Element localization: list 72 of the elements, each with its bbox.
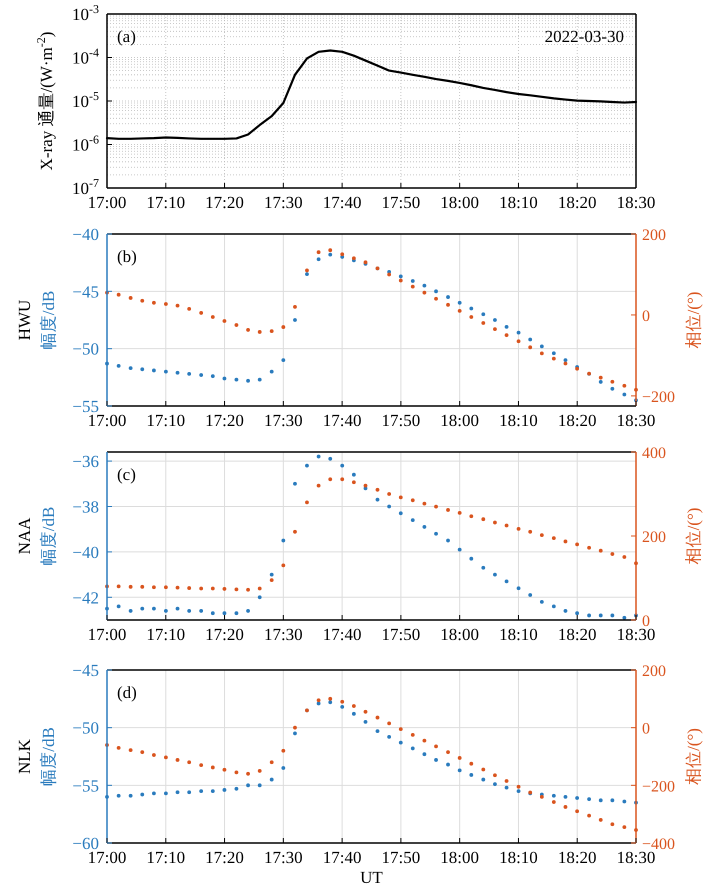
annotation: (c) (117, 465, 136, 484)
x-tick-label: 17:40 (322, 848, 362, 867)
x-tick-label: 17:50 (382, 411, 420, 430)
annotation: (b) (117, 247, 137, 266)
x-tick-label: 18:10 (499, 193, 538, 212)
x-tick-label: 17:20 (205, 848, 244, 867)
y-tick-label: −50 (72, 340, 99, 359)
y-tick-label: −55 (72, 776, 99, 796)
x-tick-label: 17:30 (264, 411, 303, 430)
y2-axis-title: 相位/(°) (684, 728, 703, 785)
text: HWU (15, 300, 34, 340)
y-axis-title: 幅度/dB (39, 727, 58, 786)
x-tick-label: 17:30 (264, 848, 303, 867)
x-tick-label: 17:50 (382, 848, 420, 867)
x-tick-label: 18:20 (558, 625, 597, 644)
y2-tick-label: 200 (642, 663, 666, 680)
annotation: (a) (117, 27, 136, 46)
x-tick-label: 18:00 (440, 848, 480, 867)
x-tick-label: 18:20 (558, 193, 597, 212)
y-tick-label: −40 (72, 225, 99, 244)
y-axis-title: 幅度/dB (39, 290, 58, 350)
y-tick-label: −50 (72, 718, 99, 738)
y2-tick-label: 200 (642, 227, 666, 244)
y-tick-label: 10$^{-3}$ (72, 2, 99, 24)
x-tick-label: 18:30 (616, 411, 656, 430)
y-tick-label: −40 (72, 542, 99, 562)
x-tick-label: 17:40 (322, 625, 362, 644)
x-tick-label: 17:10 (146, 193, 186, 212)
y2-tick-label: −200 (642, 778, 676, 796)
y2-tick-label: 0 (642, 308, 650, 325)
x-tick-label: 17:30 (264, 193, 303, 212)
x-tick-label: 18:20 (558, 411, 597, 430)
y-tick-label: −38 (72, 497, 99, 516)
x-axis-title: UT (360, 868, 384, 886)
x-tick-label: 17:50 (382, 625, 420, 644)
y2-tick-label: −200 (642, 388, 676, 406)
y2-axis-title: 相位/(°) (684, 292, 703, 348)
text: NAA (15, 516, 34, 554)
x-tick-label: 18:00 (440, 193, 480, 212)
x-tick-label: 17:10 (146, 625, 186, 644)
annotation: (d) (117, 683, 137, 702)
x-tick-label: 18:20 (558, 848, 597, 867)
x-tick-label: 18:10 (499, 625, 538, 644)
x-tick-label: 17:00 (88, 625, 126, 644)
annotation: 2022-03-30 (544, 27, 624, 46)
y-tick-label: −36 (72, 452, 99, 472)
y-tick-label: 10$^{-5}$ (72, 89, 99, 111)
y2-tick-label: 200 (642, 529, 666, 546)
y-tick-label: −42 (72, 588, 99, 608)
x-tick-label: 17:10 (146, 848, 186, 867)
y2-tick-label: 0 (642, 720, 650, 738)
x-tick-label: 18:00 (440, 411, 480, 430)
y-tick-label: −45 (72, 661, 99, 680)
x-tick-label: 18:10 (499, 411, 538, 430)
y-tick-label: −45 (72, 282, 99, 302)
y-tick-label: 10$^{-6}$ (72, 132, 99, 154)
y-tick-label: 10$^{-4}$ (72, 46, 99, 68)
x-tick-label: 17:30 (264, 625, 303, 644)
x-tick-label: 18:10 (499, 848, 538, 867)
y-axis-title: 幅度/dB (39, 506, 58, 566)
x-tick-label: 17:10 (146, 411, 186, 430)
y2-axis-title: 相位/(°) (684, 508, 703, 564)
x-tick-label: 17:20 (205, 625, 244, 644)
x-tick-label: 17:50 (382, 193, 420, 212)
x-tick-label: 18:30 (616, 193, 656, 212)
x-tick-label: 18:00 (440, 625, 480, 644)
y2-tick-label: 400 (642, 445, 666, 462)
x-tick-label: 17:40 (322, 193, 362, 212)
x-tick-label: 17:20 (205, 411, 244, 430)
text: NLK (15, 738, 34, 774)
x-tick-label: 17:40 (322, 411, 362, 430)
x-tick-label: 17:20 (205, 193, 244, 212)
